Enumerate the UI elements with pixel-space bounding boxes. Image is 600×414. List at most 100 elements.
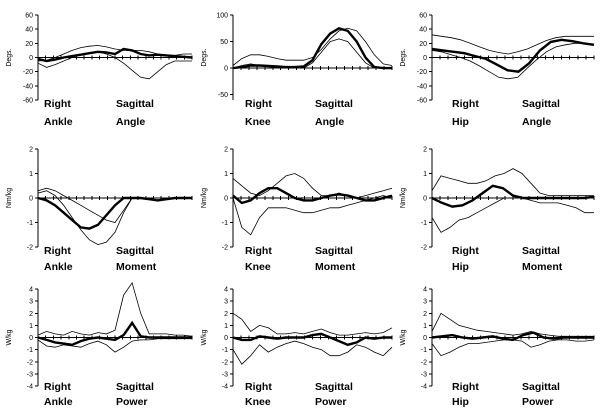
caption-side: Right bbox=[245, 245, 272, 257]
caption-joint: Knee bbox=[245, 261, 271, 273]
panel-9: 4 3 2 1 0 -1 -2 -3 -4 W/kg Right Hip Sagittal Power bbox=[400, 287, 595, 408]
y-axis-label: W/kg bbox=[201, 329, 208, 345]
y-tick-label: -1 bbox=[27, 347, 33, 354]
y-tick-label: 0 bbox=[224, 66, 228, 73]
y-tick-label: 60 bbox=[419, 13, 427, 20]
y-tick-label: -2 bbox=[27, 359, 33, 366]
caption-measure: Moment bbox=[315, 261, 356, 273]
y-tick-label: 60 bbox=[25, 13, 33, 20]
y-axis-label: Nm/kg bbox=[201, 188, 208, 208]
series-line-thick-3 bbox=[232, 332, 392, 347]
y-tick-label: 100 bbox=[216, 13, 228, 20]
y-tick-label: -3 bbox=[27, 371, 33, 378]
caption-measure: Power bbox=[315, 396, 347, 408]
caption-measure: Angle bbox=[522, 116, 551, 128]
y-tick-label: -1 bbox=[222, 220, 228, 227]
caption-side: Right bbox=[44, 245, 71, 257]
y-tick-label: 0 bbox=[224, 335, 228, 342]
y-tick-label: 2 bbox=[423, 311, 427, 318]
y-tick-label: -4 bbox=[421, 384, 427, 391]
series-line-thick-3 bbox=[37, 196, 192, 230]
caption-side: Right bbox=[452, 98, 479, 110]
y-tick-label: 0 bbox=[29, 55, 33, 62]
y-axis-label: Degs. bbox=[6, 48, 13, 66]
caption-measure: Angle bbox=[116, 116, 145, 128]
caption-plane: Sagittal bbox=[522, 381, 560, 393]
y-tick-label: 1 bbox=[29, 323, 33, 330]
y-tick-label: 4 bbox=[423, 287, 427, 294]
y-tick-label: -2 bbox=[222, 245, 228, 252]
series-line-thick-3 bbox=[431, 184, 595, 208]
y-tick-label: 0 bbox=[29, 196, 33, 203]
y-tick-label: -1 bbox=[27, 220, 33, 227]
series-line-thin-1 bbox=[431, 34, 594, 55]
y-tick-label: -20 bbox=[417, 69, 427, 76]
series-line-thick-3 bbox=[232, 26, 392, 70]
y-tick-label: -2 bbox=[421, 245, 427, 252]
caption-joint: Hip bbox=[452, 116, 469, 128]
y-tick-label: -40 bbox=[417, 83, 427, 90]
y-tick-label: 3 bbox=[224, 299, 228, 306]
y-tick-label: 20 bbox=[25, 41, 33, 48]
caption-joint: Hip bbox=[452, 261, 469, 273]
y-axis-label: Nm/kg bbox=[400, 188, 407, 208]
y-axis-label: Degs. bbox=[400, 48, 407, 66]
y-tick-label: 4 bbox=[29, 287, 33, 294]
y-tick-label: -1 bbox=[421, 220, 427, 227]
y-tick-label: -60 bbox=[417, 98, 427, 105]
series-line-thin-1 bbox=[232, 27, 393, 66]
caption-measure: Moment bbox=[116, 261, 157, 273]
y-tick-label: -3 bbox=[421, 371, 427, 378]
y-tick-label: 1 bbox=[423, 323, 427, 330]
caption-plane: Sagittal bbox=[522, 245, 560, 257]
y-tick-label: -2 bbox=[27, 245, 33, 252]
y-tick-label: 0 bbox=[423, 55, 427, 62]
y-tick-label: 2 bbox=[29, 311, 33, 318]
caption-measure: Power bbox=[116, 396, 148, 408]
caption-plane: Sagittal bbox=[315, 381, 353, 393]
y-tick-label: 40 bbox=[25, 27, 33, 34]
panel-5: 2 1 0 -1 -2 Nm/kg Right Knee Sagittal Moment bbox=[201, 147, 393, 273]
caption-side: Right bbox=[452, 381, 479, 393]
y-tick-label: -50 bbox=[218, 92, 228, 99]
y-axis-label: Degs. bbox=[201, 48, 208, 66]
series-line-thick-3 bbox=[37, 47, 193, 63]
y-tick-label: -20 bbox=[23, 69, 33, 76]
y-tick-label: -4 bbox=[222, 384, 228, 391]
y-tick-label: 2 bbox=[224, 311, 228, 318]
caption-side: Right bbox=[245, 98, 272, 110]
y-axis-label: W/kg bbox=[6, 329, 13, 345]
caption-side: Right bbox=[245, 381, 272, 393]
y-tick-label: -1 bbox=[222, 347, 228, 354]
series-line-thin-2 bbox=[431, 197, 594, 233]
series-line-thin-1 bbox=[232, 312, 393, 336]
y-tick-label: 4 bbox=[224, 287, 228, 294]
y-tick-label: -40 bbox=[23, 83, 33, 90]
series-line-thin-1 bbox=[431, 168, 594, 197]
caption-joint: Ankle bbox=[44, 396, 73, 408]
y-tick-label: -4 bbox=[27, 384, 33, 391]
panel-6: 2 1 0 -1 -2 Nm/kg Right Hip Sagittal Moment bbox=[400, 147, 595, 273]
series-line-thin-1 bbox=[37, 281, 193, 337]
series-line-thin-2 bbox=[431, 42, 595, 80]
panel-4: 2 1 0 -1 -2 Nm/kg Right Ankle Sagittal Moment bbox=[6, 147, 193, 273]
y-tick-label: -60 bbox=[23, 98, 33, 105]
series-line-thin-2 bbox=[232, 38, 392, 69]
y-tick-label: 0 bbox=[29, 335, 33, 342]
y-tick-label: -2 bbox=[222, 359, 228, 366]
y-axis-label: W/kg bbox=[400, 329, 407, 345]
caption-side: Right bbox=[452, 245, 479, 257]
caption-plane: Sagittal bbox=[522, 98, 560, 110]
caption-plane: Sagittal bbox=[116, 381, 154, 393]
series-line-thin-1 bbox=[232, 173, 393, 199]
y-tick-label: 1 bbox=[423, 171, 427, 178]
y-tick-label: -3 bbox=[222, 371, 228, 378]
series-line-thin-2 bbox=[37, 51, 192, 80]
y-tick-label: 20 bbox=[419, 41, 427, 48]
caption-joint: Ankle bbox=[44, 116, 73, 128]
caption-joint: Knee bbox=[245, 116, 271, 128]
y-tick-label: 1 bbox=[224, 323, 228, 330]
series-line-thick-3 bbox=[431, 38, 595, 73]
